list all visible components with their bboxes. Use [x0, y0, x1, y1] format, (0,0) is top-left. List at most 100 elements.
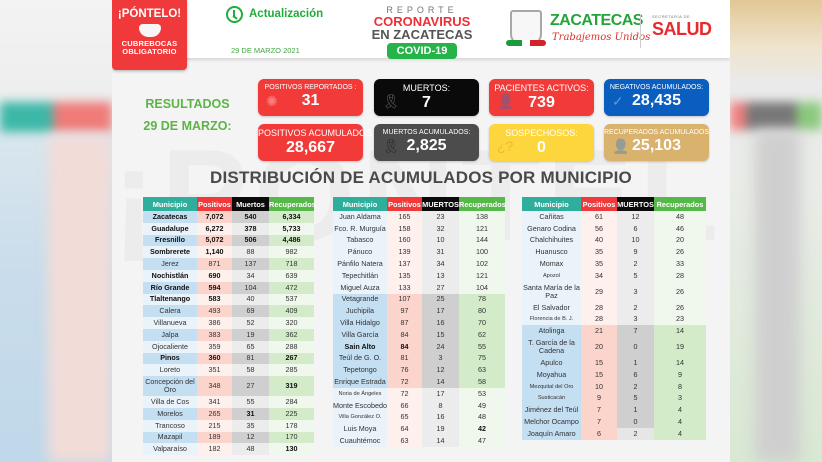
cell-recuperados: 62 — [459, 328, 505, 341]
cell-muertos: 31 — [422, 246, 459, 259]
blurred-background-right — [730, 0, 822, 462]
cell-muertos: 5 — [617, 269, 654, 282]
cell-municipio: Tepechitlán — [333, 269, 387, 282]
cell-positivos: 265 — [197, 407, 232, 420]
card-label: PACIENTES ACTIVOS: — [494, 83, 589, 93]
cell-municipio: Pánuco — [333, 246, 387, 259]
cell-municipio: Ojocaliente — [143, 340, 197, 353]
table-header-row: Municipio Positivos MUERTOS Recuperados — [522, 197, 706, 211]
cell-positivos: 72 — [387, 387, 422, 400]
cell-municipio: Fresnillo — [143, 234, 197, 247]
ministry-sub: SECRETARÍA DE — [652, 14, 691, 19]
table-row: Nochistlán 690 34 639 — [143, 269, 314, 282]
cell-municipio: Apulco — [522, 357, 581, 369]
cell-positivos: 690 — [197, 269, 232, 282]
cell-recuperados: 130 — [269, 443, 314, 456]
cell-positivos: 6,272 — [197, 222, 232, 235]
table-header-row: Municipio Positivos Muertos Recuperados — [143, 197, 316, 211]
cell-municipio: Villa Hidalgo — [333, 317, 387, 329]
card-sospechosos: ¿? SOSPECHOSOS: 0 — [489, 124, 594, 161]
cell-positivos: 65 — [387, 411, 422, 424]
cell-positivos: 84 — [387, 340, 422, 353]
cell-recuperados: 285 — [269, 364, 314, 377]
cell-recuperados: 55 — [459, 340, 505, 353]
cell-muertos: 3 — [617, 281, 654, 302]
card-positivos-reportados: ✺ POSITIVOS REPORTADOS : 31 — [258, 79, 363, 116]
cell-positivos: 341 — [197, 396, 232, 408]
cell-recuperados: 53 — [459, 387, 505, 400]
blurred-band — [730, 102, 822, 130]
header-municipio: Municipio — [333, 197, 387, 211]
table-row: Miguel Auza 133 27 104 — [333, 281, 505, 294]
cell-positivos: 97 — [387, 305, 422, 318]
cell-muertos: 104 — [232, 281, 269, 294]
logo-divider — [640, 14, 641, 48]
cell-muertos: 48 — [232, 443, 269, 456]
card-value: 7 — [422, 94, 431, 111]
cell-positivos: 40 — [581, 234, 617, 247]
table-row: Apozol 34 5 28 — [522, 269, 706, 282]
header-municipio: Municipio — [143, 197, 197, 211]
cell-recuperados: 138 — [459, 211, 505, 223]
card-label: MUERTOS ACUMULADOS: — [382, 129, 471, 136]
cell-municipio: Teúl de G. O. — [333, 352, 387, 365]
cell-positivos: 15 — [581, 368, 617, 381]
cell-muertos: 1 — [617, 357, 654, 369]
cell-positivos: 5,072 — [197, 234, 232, 247]
cell-municipio: Trancoso — [143, 419, 197, 432]
cell-recuperados: 23 — [654, 313, 706, 326]
cell-muertos: 540 — [232, 211, 269, 223]
table-row: Tepetongo 76 12 63 — [333, 364, 505, 377]
table-row: Río Grande 594 104 472 — [143, 281, 314, 294]
card-label: SOSPECHOSOS: — [505, 128, 578, 138]
header-muertos: MUERTOS — [422, 197, 459, 211]
cell-muertos: 27 — [232, 376, 269, 397]
header-positivos: Positivos — [387, 197, 422, 211]
cell-positivos: 63 — [387, 435, 422, 447]
cell-positivos: 871 — [197, 258, 232, 270]
cell-municipio: Villanueva — [143, 317, 197, 329]
cell-recuperados: 102 — [459, 258, 505, 270]
table-row: Noria de Ángeles 72 17 53 — [333, 387, 505, 400]
cell-muertos: 2 — [617, 380, 654, 393]
table-row: Tlaltenango 583 40 537 — [143, 293, 314, 306]
table-row: Zacatecas 7,072 540 6,334 — [143, 211, 314, 223]
cell-municipio: Fco. R. Murguía — [333, 222, 387, 235]
cell-muertos: 14 — [422, 435, 459, 447]
table-row: T. García de la Cadena 20 0 19 — [522, 337, 706, 358]
cell-positivos: 7 — [581, 416, 617, 428]
cell-recuperados: 537 — [269, 293, 314, 306]
cell-positivos: 1,140 — [197, 246, 232, 259]
cell-muertos: 378 — [232, 222, 269, 235]
table-row: Loreto 351 58 285 — [143, 364, 314, 377]
cell-municipio: Valparaíso — [143, 443, 197, 456]
table-row: Trancoso 215 35 178 — [143, 419, 314, 432]
cell-recuperados: 6,334 — [269, 211, 314, 223]
blurred-column — [48, 135, 112, 462]
cell-positivos: 215 — [197, 419, 232, 432]
person-icon: 👤 — [497, 93, 515, 109]
cell-municipio: Villa de Cos — [143, 396, 197, 408]
cell-recuperados: 20 — [654, 234, 706, 247]
cell-positivos: 56 — [581, 222, 617, 235]
cell-positivos: 9 — [581, 392, 617, 405]
header-recuperados: Recuperados — [654, 197, 706, 211]
cell-municipio: Cañitas — [522, 211, 581, 223]
cell-recuperados: 49 — [459, 399, 505, 412]
salud-logo: SECRETARÍA DE SALUD — [652, 14, 712, 40]
table-row: Huanusco 35 9 26 — [522, 246, 706, 259]
cell-recuperados: 14 — [654, 357, 706, 369]
cell-recuperados: 75 — [459, 352, 505, 365]
cell-recuperados: 121 — [459, 269, 505, 282]
table-row: Monte Escobedo 66 8 49 — [333, 399, 505, 412]
table-row: Jalpa 383 19 362 — [143, 328, 314, 341]
cell-positivos: 137 — [387, 258, 422, 270]
cell-recuperados: 121 — [459, 222, 505, 235]
cell-positivos: 10 — [581, 380, 617, 393]
cell-muertos: 34 — [232, 269, 269, 282]
table-row: Tepechitlán 135 13 121 — [333, 269, 505, 282]
cell-recuperados: 33 — [654, 258, 706, 270]
table-row: Mazapil 189 12 170 — [143, 431, 314, 444]
cell-recuperados: 178 — [269, 419, 314, 432]
card-value: 28,667 — [286, 139, 335, 156]
